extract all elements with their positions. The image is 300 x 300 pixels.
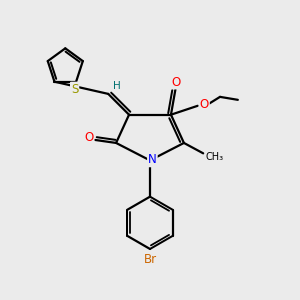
Text: O: O: [84, 131, 93, 144]
Text: H: H: [113, 82, 120, 92]
Text: O: O: [171, 76, 181, 88]
Text: N: N: [148, 153, 157, 166]
Text: S: S: [71, 82, 78, 96]
Text: O: O: [200, 98, 209, 111]
Text: CH₃: CH₃: [206, 152, 224, 162]
Text: Br: Br: [143, 253, 157, 266]
